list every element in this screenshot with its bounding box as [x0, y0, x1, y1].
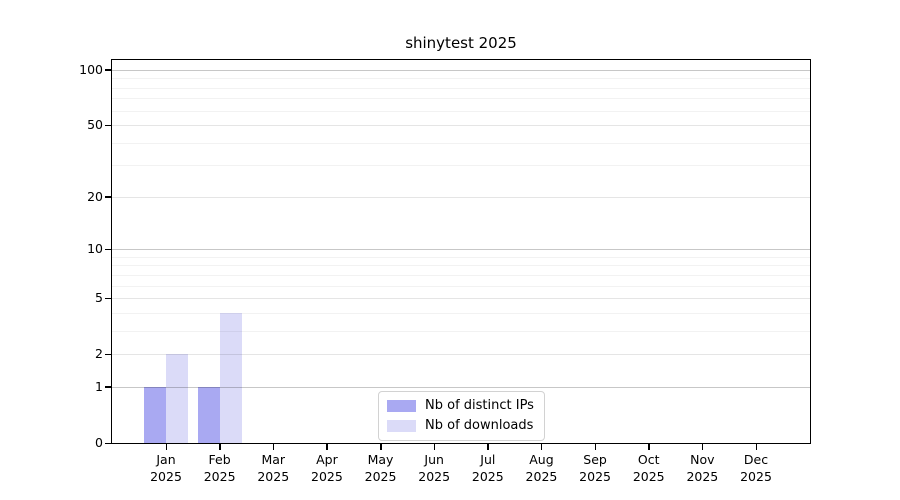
x-tick-mark: [540, 444, 543, 450]
x-tick-label: Jun 2025: [418, 452, 451, 484]
legend-swatch-distinct-ips: [387, 399, 416, 412]
gridline-major-emphasized: [112, 70, 810, 71]
y-tick-mark: [105, 248, 111, 251]
bar-distinct-ips: [197, 386, 220, 443]
x-tick-label: Mar 2025: [257, 452, 290, 484]
x-tick-label: May 2025: [364, 452, 397, 484]
x-tick-mark: [433, 444, 436, 450]
x-tick-mark: [380, 444, 382, 450]
y-tick-label: 5: [95, 290, 103, 306]
gridline-minor: [112, 313, 810, 314]
gridline-minor: [112, 265, 810, 266]
y-tick-mark: [105, 124, 111, 127]
legend-item-distinct-ips: Nb of distinct IPs: [387, 397, 534, 414]
bar-downloads: [166, 354, 188, 443]
x-tick-label: Jan 2025: [150, 452, 182, 484]
x-tick-mark: [701, 444, 704, 450]
gridline-minor: [112, 111, 810, 112]
x-tick-mark: [487, 444, 489, 450]
y-tick-label: 10: [87, 241, 103, 257]
x-tick-mark: [165, 444, 167, 450]
x-tick-mark: [755, 444, 757, 450]
gridline-major-emphasized: [112, 249, 810, 250]
gridline-minor: [112, 257, 810, 258]
x-tick-mark: [272, 444, 275, 450]
gridline-minor: [112, 88, 810, 89]
y-tick-label: 100: [79, 61, 103, 77]
x-tick-label: Apr 2025: [311, 452, 343, 484]
y-tick-mark: [105, 297, 111, 300]
y-tick-mark: [105, 69, 111, 71]
legend-label: Nb of downloads: [425, 418, 534, 433]
gridline-minor: [112, 275, 810, 276]
legend-item-downloads: Nb of downloads: [387, 417, 534, 434]
gridline-minor: [112, 143, 810, 144]
gridline-minor: [112, 78, 810, 79]
x-tick-mark: [648, 444, 650, 450]
x-tick-mark: [219, 444, 221, 450]
gridline-major: [112, 354, 810, 355]
x-tick-mark: [594, 444, 597, 450]
legend-swatch-downloads: [387, 419, 416, 432]
x-tick-label: Oct 2025: [632, 452, 665, 484]
legend-label: Nb of distinct IPs: [425, 398, 534, 413]
chart-title: shinytest 2025: [405, 34, 517, 52]
gridline-major: [112, 298, 810, 299]
y-tick-label: 1: [95, 378, 103, 394]
x-tick-label: Aug 2025: [525, 452, 558, 484]
y-tick-label: 20: [87, 188, 103, 204]
gridline-major: [112, 197, 810, 198]
x-tick-label: Feb 2025: [203, 452, 236, 484]
gridline-major: [112, 125, 810, 126]
gridline-minor: [112, 331, 810, 332]
x-tick-label: Nov 2025: [686, 452, 719, 484]
legend: Nb of distinct IPs Nb of downloads: [378, 391, 545, 441]
gridline-minor: [112, 165, 810, 166]
x-tick-label: Jul 2025: [471, 452, 504, 484]
y-tick-mark: [105, 196, 111, 198]
gridline-minor: [112, 98, 810, 99]
bar-downloads: [219, 312, 242, 443]
x-tick-mark: [326, 444, 328, 450]
y-tick-mark: [105, 442, 111, 444]
y-tick-label: 0: [95, 435, 103, 450]
y-tick-label: 50: [87, 117, 103, 133]
y-tick-mark: [105, 386, 111, 388]
plot-area: [111, 59, 811, 444]
x-tick-label: Dec 2025: [740, 452, 772, 484]
y-tick-label: 2: [95, 346, 103, 362]
x-tick-label: Sep 2025: [579, 452, 611, 484]
gridline-minor: [112, 286, 810, 287]
y-tick-mark: [105, 353, 111, 356]
bar-distinct-ips: [144, 386, 166, 443]
